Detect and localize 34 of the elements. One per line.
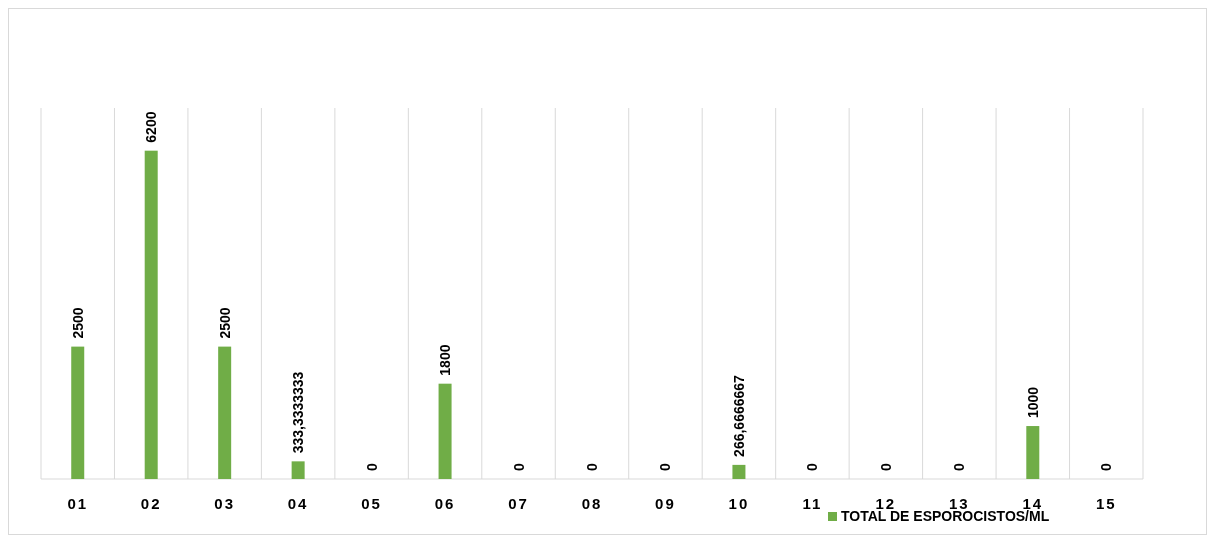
x-tick-label: 01 xyxy=(67,495,89,512)
data-label: 2500 xyxy=(216,307,233,339)
x-tick-label: 04 xyxy=(287,495,309,512)
x-tick-label: 05 xyxy=(361,495,382,512)
data-label: 0 xyxy=(657,463,674,471)
bar xyxy=(732,464,746,479)
bar xyxy=(438,383,452,479)
bar xyxy=(71,346,85,479)
bar xyxy=(218,346,232,479)
data-label: 1000 xyxy=(1024,386,1041,419)
data-label: 0 xyxy=(804,463,821,471)
data-label: 1800 xyxy=(437,344,454,376)
data-label: 333,3333333 xyxy=(290,371,307,454)
x-tick-label: 08 xyxy=(581,495,603,512)
x-tick-label: 09 xyxy=(655,495,676,512)
x-tick-label: 11 xyxy=(802,495,823,512)
data-label: 0 xyxy=(1098,463,1115,471)
bar xyxy=(1026,426,1040,479)
data-label: 0 xyxy=(877,463,894,471)
data-label: 2500 xyxy=(69,307,86,339)
x-tick-label: 15 xyxy=(1095,495,1117,512)
data-label: 0 xyxy=(951,463,968,471)
data-label: 0 xyxy=(363,463,380,471)
x-tick-label: 02 xyxy=(140,495,162,512)
bar xyxy=(291,461,305,479)
x-tick-label: 10 xyxy=(728,495,750,512)
x-tick-label: 07 xyxy=(508,495,529,512)
data-label: 0 xyxy=(584,463,600,471)
x-tick-label: 06 xyxy=(434,495,456,512)
bar xyxy=(144,150,158,479)
data-label: 6200 xyxy=(143,111,160,143)
data-label: 266,6666667 xyxy=(730,374,747,457)
x-tick-label: 03 xyxy=(214,495,236,512)
data-label: 0 xyxy=(510,463,527,471)
